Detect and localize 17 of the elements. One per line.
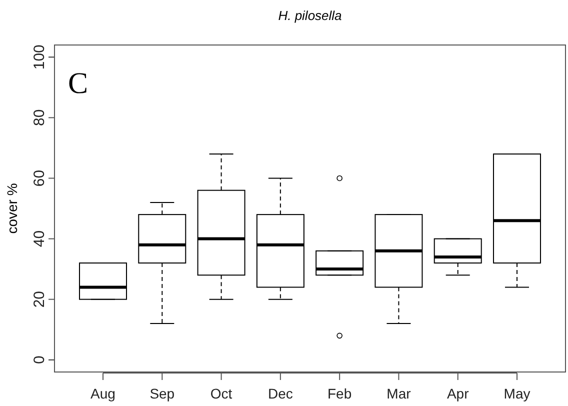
x-tick-label: Sep <box>150 385 175 402</box>
y-tick-label: 60 <box>30 170 48 187</box>
y-tick-label: 80 <box>30 109 48 126</box>
x-tick-label: Oct <box>210 385 232 402</box>
x-tick-label: Apr <box>446 385 470 402</box>
x-tick-label: Aug <box>90 385 116 402</box>
y-tick-label: 0 <box>30 356 48 364</box>
y-axis-title: cover % <box>4 183 20 234</box>
y-tick-label: 40 <box>30 230 48 248</box>
annotation: C <box>68 67 88 100</box>
x-tick-label: Dec <box>268 385 293 402</box>
x-tick-label: Mar <box>386 385 412 402</box>
x-tick-label: May <box>504 385 530 402</box>
x-tick-label: Feb <box>328 385 352 402</box>
y-tick-label: 20 <box>30 290 48 308</box>
y-tick-label: 100 <box>30 44 48 70</box>
chart-title: H. pilosella <box>278 8 342 23</box>
